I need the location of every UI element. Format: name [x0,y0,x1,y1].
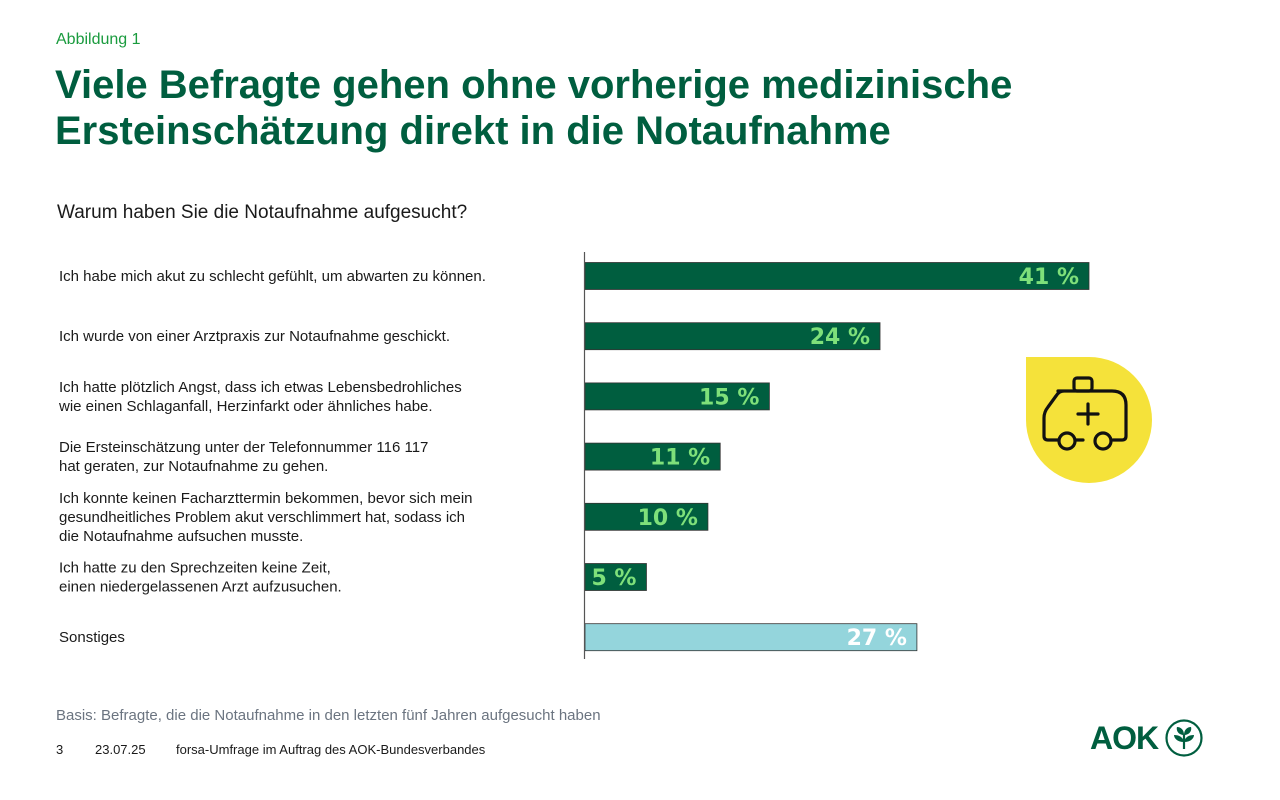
category-labels: Ich habe mich akut zu schlecht gefühlt, … [58,268,486,646]
ambulance-illustration [1026,357,1152,483]
data-label: 11 % [650,446,710,471]
page-title: Viele Befragte gehen ohne vorherige medi… [55,63,1013,153]
aok-logo: AOK [1090,718,1204,758]
bar [584,623,918,652]
data-label: 15 % [699,385,759,410]
data-label: 41 % [1019,265,1079,290]
data-label: 5 % [591,566,636,591]
category-label: Die Ersteinschätzung unter der Telefonnu… [59,439,428,475]
figure-label: Abbildung 1 [56,31,141,48]
chart-question: Warum haben Sie die Notaufnahme aufgesuc… [57,202,468,223]
aok-tree-icon [1165,719,1203,757]
data-label: 10 % [638,506,698,531]
category-label: Sonstiges [59,629,125,646]
logo-text: AOK [1090,719,1159,756]
category-label: Ich wurde von einer Arztpraxis zur Notau… [59,328,450,345]
footer-date: 23.07.25 [95,742,146,757]
bar [584,262,1090,290]
ambulance-icon [1042,376,1128,451]
category-label: Ich hatte plötzlich Angst, dass ich etwa… [58,379,462,415]
category-label: Ich habe mich akut zu schlecht gefühlt, … [59,268,486,285]
bar [584,563,647,591]
data-label: 27 % [847,626,907,651]
data-label: 24 % [810,325,870,350]
bar [584,382,770,411]
bars: 41 % 24 % 15 % 11 % 10 % 5 % 27 % [584,262,1090,652]
page-number: 3 [56,742,64,757]
bar-chart: Ich habe mich akut zu schlecht gefühlt, … [58,252,1152,659]
bar [584,442,721,471]
bar [584,502,709,531]
category-label: Ich hatte zu den Sprechzeiten keine Zeit… [59,560,342,596]
footer-source: forsa-Umfrage im Auftrag des AOK-Bundesv… [176,742,486,757]
footnote: Basis: Befragte, die die Notaufnahme in … [56,707,601,724]
category-label: Ich konnte keinen Facharzttermin bekomme… [59,490,473,545]
